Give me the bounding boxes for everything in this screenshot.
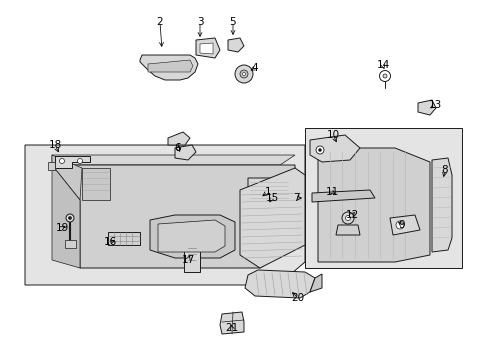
Text: 2: 2 — [156, 17, 163, 27]
Polygon shape — [150, 215, 235, 258]
Polygon shape — [140, 55, 198, 80]
Polygon shape — [196, 38, 220, 58]
Text: 4: 4 — [251, 63, 258, 73]
Polygon shape — [52, 165, 80, 268]
Polygon shape — [52, 165, 294, 268]
Circle shape — [382, 74, 386, 78]
Polygon shape — [389, 215, 419, 235]
Polygon shape — [247, 178, 289, 200]
Text: 21: 21 — [225, 323, 238, 333]
Circle shape — [341, 212, 353, 224]
Polygon shape — [52, 155, 82, 200]
Polygon shape — [108, 232, 140, 245]
Polygon shape — [52, 155, 294, 165]
Polygon shape — [309, 274, 321, 292]
Text: 12: 12 — [345, 210, 358, 220]
Polygon shape — [25, 145, 305, 285]
Circle shape — [77, 158, 82, 163]
Polygon shape — [175, 145, 196, 160]
Text: 5: 5 — [229, 17, 236, 27]
Polygon shape — [200, 43, 213, 54]
Polygon shape — [48, 162, 55, 170]
Polygon shape — [417, 100, 435, 115]
Polygon shape — [65, 240, 76, 248]
Polygon shape — [335, 225, 359, 235]
Circle shape — [315, 146, 324, 154]
Text: 9: 9 — [398, 220, 405, 230]
Polygon shape — [227, 38, 244, 52]
Text: 7: 7 — [292, 193, 299, 203]
Text: 11: 11 — [325, 187, 338, 197]
Circle shape — [235, 65, 252, 83]
Circle shape — [242, 72, 245, 76]
Polygon shape — [240, 168, 305, 268]
Polygon shape — [305, 128, 461, 268]
Text: 10: 10 — [326, 130, 339, 140]
Text: 17: 17 — [181, 255, 194, 265]
Text: 19: 19 — [55, 223, 68, 233]
Circle shape — [345, 216, 350, 220]
Text: 8: 8 — [441, 165, 447, 175]
Circle shape — [395, 221, 403, 229]
Circle shape — [318, 149, 321, 152]
Polygon shape — [309, 135, 359, 162]
Circle shape — [379, 71, 390, 81]
Polygon shape — [311, 190, 374, 202]
Polygon shape — [431, 158, 451, 252]
Polygon shape — [183, 242, 200, 272]
Text: 3: 3 — [196, 17, 203, 27]
Text: 20: 20 — [291, 293, 304, 303]
Text: 13: 13 — [427, 100, 441, 110]
Text: 16: 16 — [103, 237, 116, 247]
Polygon shape — [82, 168, 110, 200]
Circle shape — [240, 70, 247, 78]
Polygon shape — [158, 220, 224, 252]
Polygon shape — [148, 60, 193, 72]
Text: 18: 18 — [48, 140, 61, 150]
Polygon shape — [244, 270, 314, 298]
Polygon shape — [55, 156, 90, 168]
Circle shape — [60, 158, 64, 163]
Polygon shape — [220, 312, 244, 334]
Text: 15: 15 — [265, 193, 278, 203]
Text: 1: 1 — [264, 187, 271, 197]
Text: 6: 6 — [174, 143, 181, 153]
Circle shape — [66, 214, 74, 222]
Circle shape — [68, 216, 71, 220]
Text: 14: 14 — [376, 60, 389, 70]
Polygon shape — [317, 148, 429, 262]
Polygon shape — [168, 132, 190, 145]
